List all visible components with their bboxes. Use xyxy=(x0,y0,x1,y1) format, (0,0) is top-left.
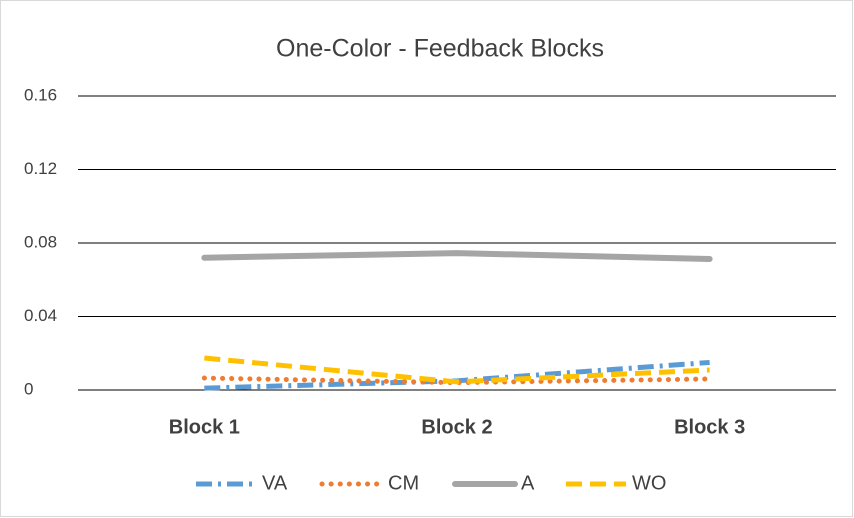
x-tick-label: Block 2 xyxy=(421,416,492,438)
legend-label: CM xyxy=(388,472,419,494)
y-tick-label: 0.08 xyxy=(24,232,57,251)
y-tick-label: 0 xyxy=(24,379,33,398)
x-tick-label: Block 1 xyxy=(169,416,240,438)
y-tick-label: 0.12 xyxy=(24,159,57,178)
legend-label: WO xyxy=(632,472,666,494)
x-tick-label: Block 3 xyxy=(674,416,745,438)
series-line xyxy=(201,250,713,262)
chart-title: One-Color - Feedback Blocks xyxy=(276,35,604,63)
legend-label: A xyxy=(521,472,535,494)
legend-label: VA xyxy=(262,472,288,494)
y-tick-label: 0.16 xyxy=(24,85,57,104)
y-tick-label: 0.04 xyxy=(24,306,57,325)
series-line xyxy=(204,355,710,385)
